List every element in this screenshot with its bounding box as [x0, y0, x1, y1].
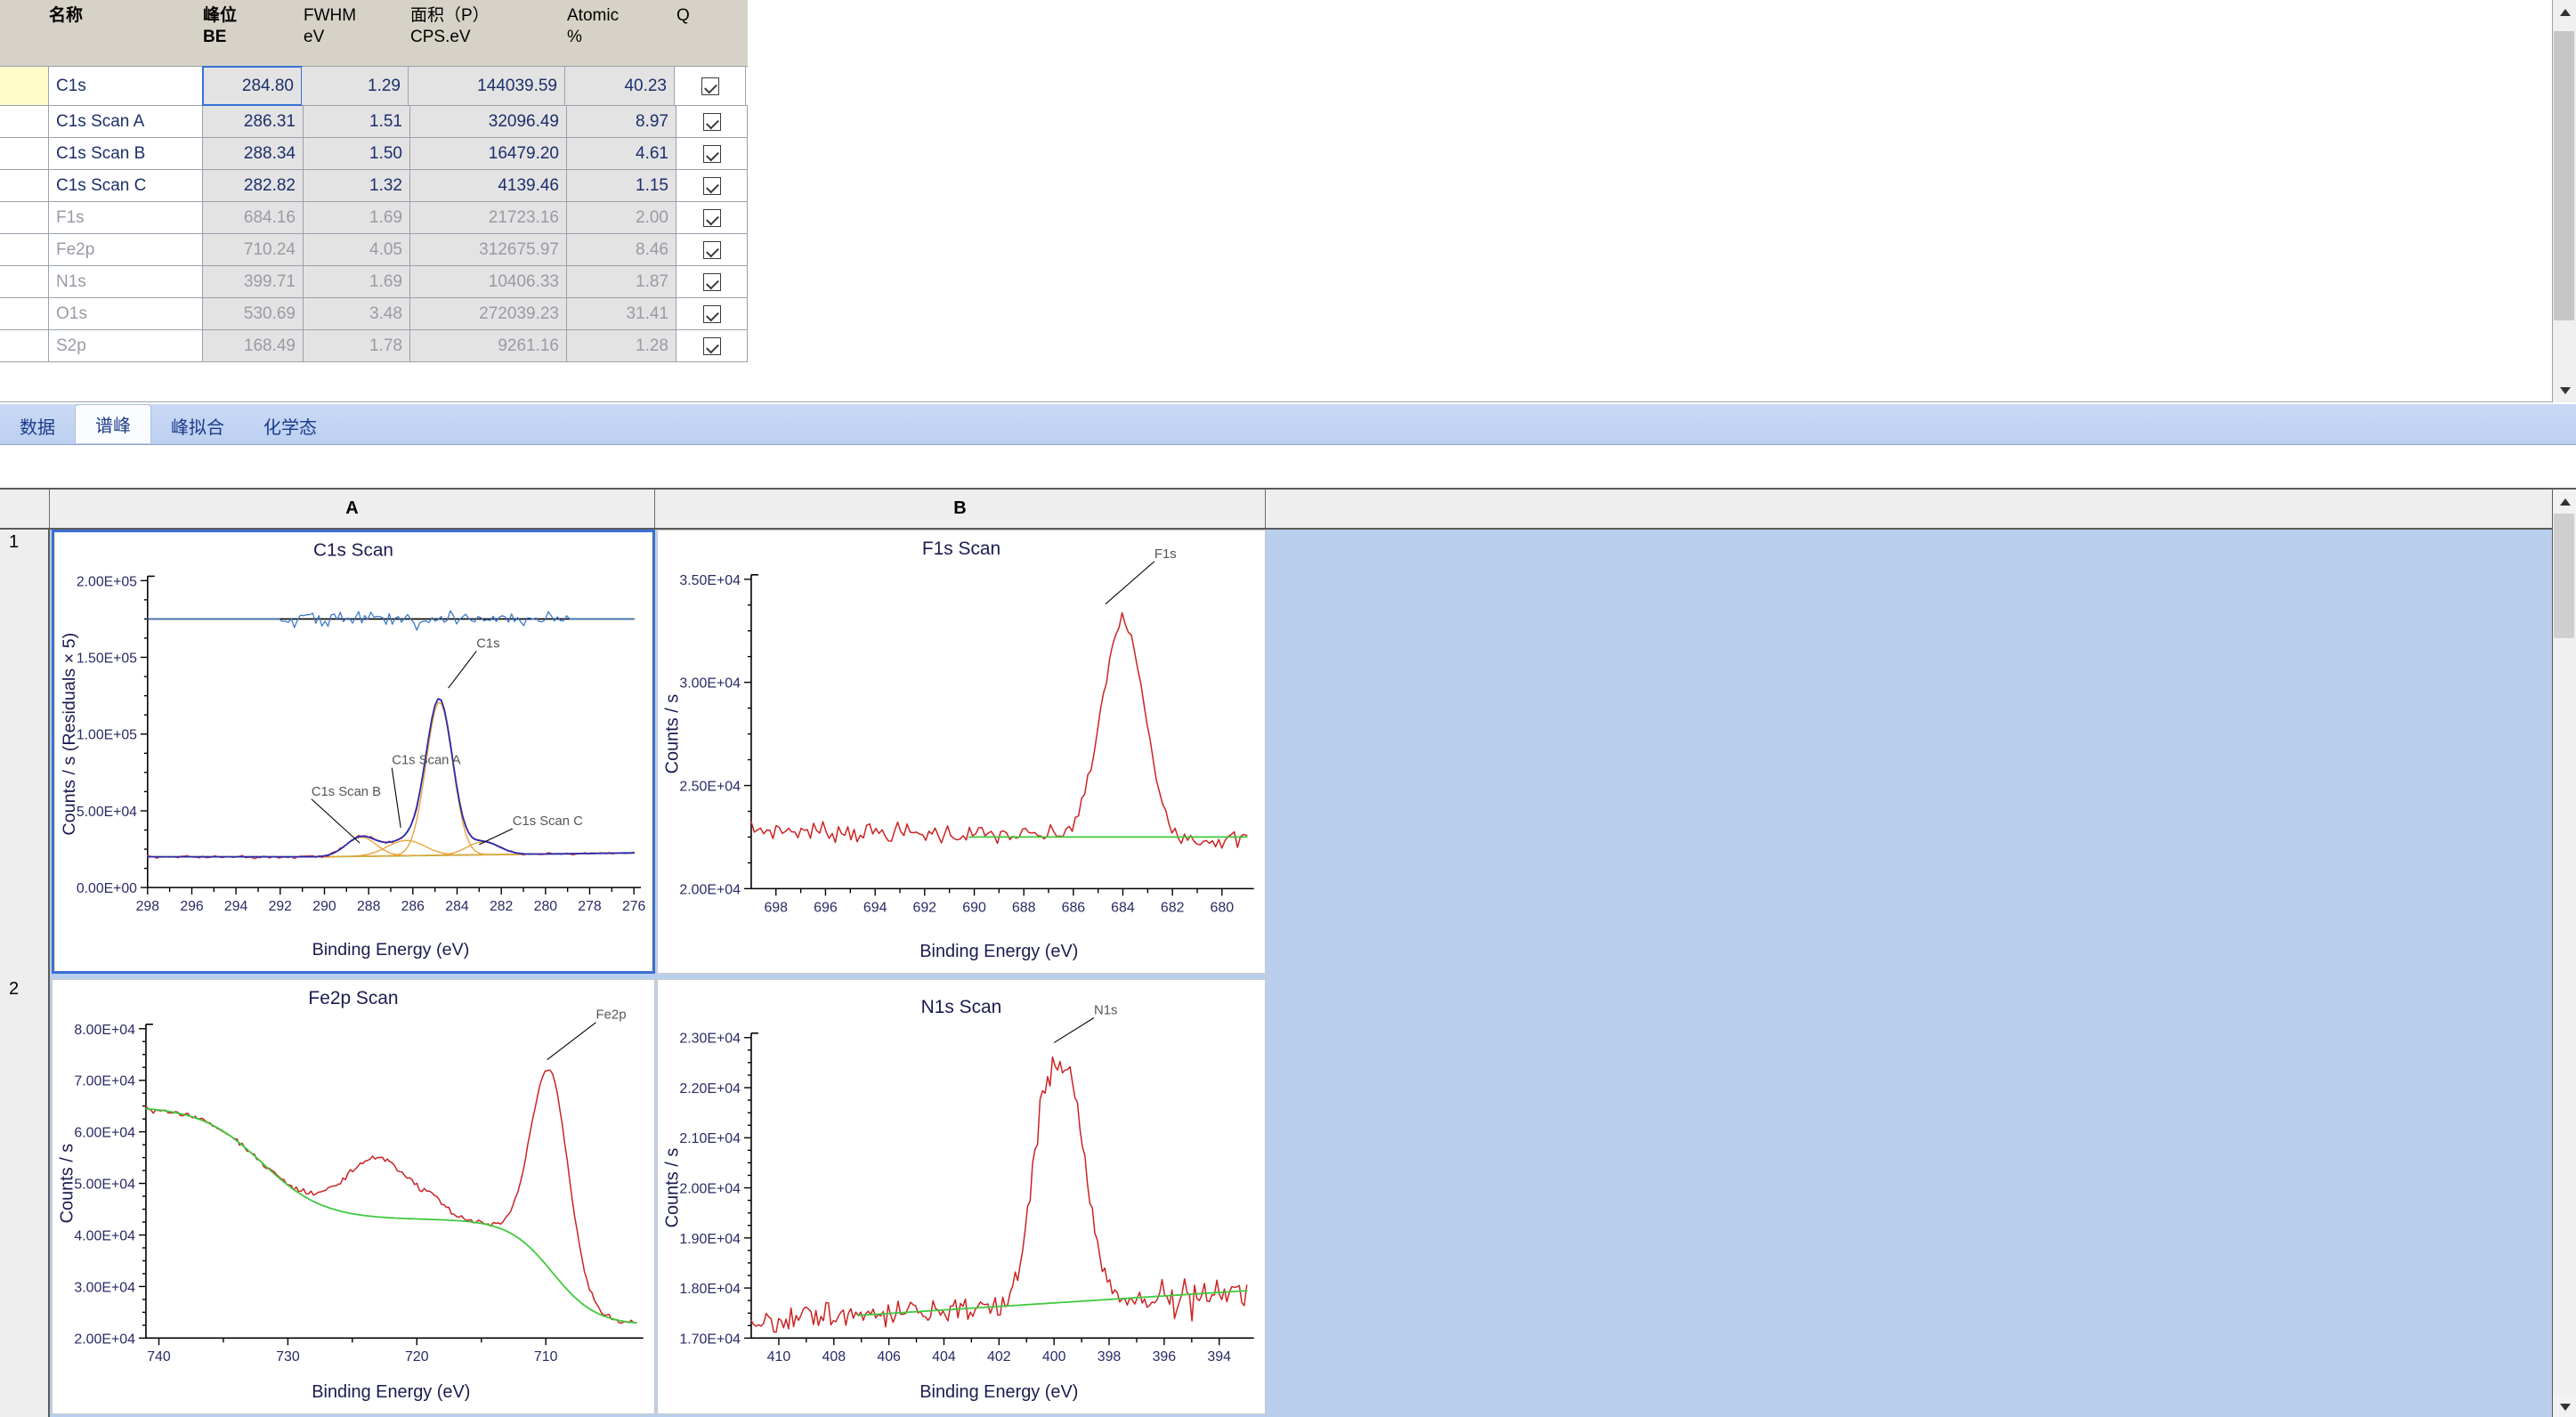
svg-text:Counts / s (Residuals × 5): Counts / s (Residuals × 5) — [60, 633, 79, 836]
svg-text:C1s: C1s — [476, 637, 499, 652]
svg-text:Binding Energy (eV): Binding Energy (eV) — [312, 1382, 470, 1402]
svg-text:1.00E+05: 1.00E+05 — [77, 728, 137, 743]
svg-text:4.00E+04: 4.00E+04 — [74, 1228, 135, 1243]
svg-text:Counts / s: Counts / s — [57, 1144, 77, 1224]
svg-text:6.00E+04: 6.00E+04 — [74, 1126, 135, 1141]
svg-text:294: 294 — [224, 899, 248, 914]
svg-text:3.00E+04: 3.00E+04 — [679, 676, 741, 692]
svg-text:C1s Scan A: C1s Scan A — [392, 754, 460, 768]
svg-text:278: 278 — [578, 899, 602, 914]
svg-text:692: 692 — [912, 900, 936, 915]
svg-text:688: 688 — [1012, 900, 1036, 915]
svg-text:Counts / s: Counts / s — [662, 1148, 682, 1228]
svg-text:F1s: F1s — [1154, 547, 1177, 562]
svg-text:N1s Scan: N1s Scan — [921, 997, 1002, 1017]
svg-text:410: 410 — [767, 1349, 791, 1364]
svg-text:1.80E+04: 1.80E+04 — [679, 1282, 741, 1297]
svg-text:290: 290 — [312, 899, 336, 914]
svg-text:Fe2p Scan: Fe2p Scan — [308, 988, 398, 1008]
svg-text:3.00E+04: 3.00E+04 — [74, 1280, 135, 1295]
svg-text:2.00E+04: 2.00E+04 — [74, 1332, 135, 1347]
svg-text:7.00E+04: 7.00E+04 — [74, 1074, 135, 1089]
svg-text:F1s Scan: F1s Scan — [922, 538, 1000, 559]
svg-text:682: 682 — [1161, 900, 1185, 915]
svg-text:284: 284 — [445, 899, 469, 914]
svg-text:286: 286 — [401, 899, 425, 914]
svg-text:C1s Scan: C1s Scan — [313, 540, 393, 561]
svg-text:684: 684 — [1111, 900, 1135, 915]
svg-text:Counts / s: Counts / s — [662, 694, 682, 774]
svg-text:0.00E+00: 0.00E+00 — [77, 881, 137, 896]
svg-text:740: 740 — [147, 1349, 171, 1364]
svg-text:404: 404 — [932, 1349, 956, 1364]
svg-text:296: 296 — [180, 899, 204, 914]
svg-text:396: 396 — [1153, 1349, 1177, 1364]
svg-text:408: 408 — [822, 1349, 846, 1364]
svg-text:292: 292 — [269, 899, 292, 914]
svg-text:2.30E+04: 2.30E+04 — [679, 1032, 741, 1047]
svg-text:C1s Scan B: C1s Scan B — [312, 785, 381, 799]
svg-text:288: 288 — [357, 899, 381, 914]
svg-text:398: 398 — [1098, 1349, 1122, 1364]
svg-text:Binding Energy (eV): Binding Energy (eV) — [919, 1382, 1078, 1402]
svg-text:402: 402 — [987, 1349, 1011, 1364]
svg-text:Fe2p: Fe2p — [595, 1008, 626, 1023]
svg-text:5.00E+04: 5.00E+04 — [74, 1178, 135, 1193]
svg-text:C1s Scan C: C1s Scan C — [513, 814, 583, 829]
svg-text:720: 720 — [405, 1349, 429, 1364]
svg-text:2.50E+04: 2.50E+04 — [679, 780, 741, 795]
svg-text:1.70E+04: 1.70E+04 — [679, 1332, 741, 1347]
svg-text:730: 730 — [276, 1349, 300, 1364]
svg-text:1.50E+05: 1.50E+05 — [77, 651, 137, 666]
svg-text:282: 282 — [490, 899, 513, 914]
svg-text:406: 406 — [877, 1349, 901, 1364]
svg-text:1.90E+04: 1.90E+04 — [679, 1232, 741, 1247]
svg-text:686: 686 — [1062, 900, 1086, 915]
svg-text:400: 400 — [1042, 1349, 1066, 1364]
svg-text:N1s: N1s — [1094, 1003, 1118, 1018]
svg-text:694: 694 — [863, 900, 887, 915]
svg-text:8.00E+04: 8.00E+04 — [74, 1023, 135, 1038]
svg-text:2.00E+04: 2.00E+04 — [679, 882, 741, 897]
svg-text:276: 276 — [622, 899, 646, 914]
svg-text:696: 696 — [814, 900, 838, 915]
svg-text:298: 298 — [136, 899, 160, 914]
svg-text:680: 680 — [1211, 900, 1235, 915]
svg-text:3.50E+04: 3.50E+04 — [679, 573, 741, 588]
svg-text:710: 710 — [534, 1349, 558, 1364]
svg-text:5.00E+04: 5.00E+04 — [77, 805, 137, 820]
svg-text:Binding Energy (eV): Binding Energy (eV) — [919, 942, 1078, 961]
svg-text:698: 698 — [764, 900, 788, 915]
svg-text:394: 394 — [1207, 1349, 1231, 1364]
svg-text:2.20E+04: 2.20E+04 — [679, 1081, 741, 1097]
svg-text:2.00E+05: 2.00E+05 — [77, 574, 137, 589]
svg-text:280: 280 — [534, 899, 558, 914]
svg-text:Binding Energy (eV): Binding Energy (eV) — [312, 940, 470, 960]
svg-text:2.00E+04: 2.00E+04 — [679, 1182, 741, 1197]
svg-text:690: 690 — [962, 900, 986, 915]
svg-text:2.10E+04: 2.10E+04 — [679, 1131, 741, 1146]
